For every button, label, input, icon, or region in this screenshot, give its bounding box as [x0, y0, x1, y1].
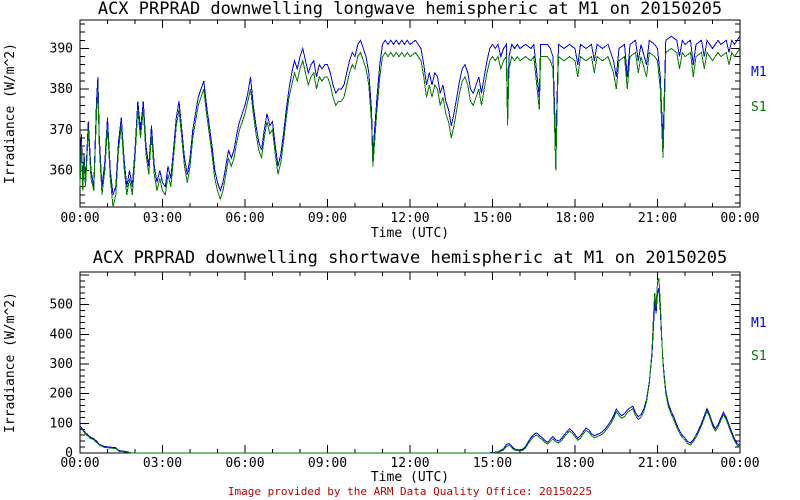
- shortwave-plot-svg: 00:00 03:00 06:00 09:00 12:00 15:00 18:00 21:00…: [3, 248, 767, 485]
- x-tick-label: 06:00: [225, 211, 264, 226]
- longwave-chart: 00:00 03:00 06:00 09:00 12:00 15:00 18:00 21:00…: [0, 0, 800, 248]
- y-axis-label: Irradiance (W/m^2): [3, 43, 18, 184]
- x-tick-label: 00:00: [720, 211, 759, 226]
- x-tick-label: 03:00: [143, 211, 182, 226]
- legend-m1-label: M1: [751, 316, 767, 331]
- x-tick-label: 09:00: [308, 456, 347, 471]
- x-tick-label: 00:00: [720, 456, 759, 471]
- y-axis-label: Irradiance (W/m^2): [3, 292, 18, 433]
- chart-title: ACX PRPRAD downwelling longwave hemisphe…: [98, 0, 722, 19]
- series-m1-line: [79, 288, 741, 454]
- y-tick-label: 0: [65, 446, 73, 461]
- x-tick-label: 03:00: [143, 456, 182, 471]
- x-tick-label: 18:00: [555, 456, 594, 471]
- x-axis-label: Time (UTC): [371, 226, 449, 241]
- x-tick-label: 15:00: [473, 456, 512, 471]
- y-tick-label: 100: [50, 416, 73, 431]
- series-s1-line: [79, 277, 741, 454]
- series-m1-line: [79, 35, 741, 195]
- series-s1-line: [79, 47, 741, 208]
- legend-s1-label: S1: [751, 349, 767, 364]
- y-tick-label: 370: [50, 123, 73, 138]
- x-tick-label: 12:00: [390, 456, 429, 471]
- x-tick-label: 21:00: [638, 211, 677, 226]
- x-tick-label: 15:00: [473, 211, 512, 226]
- chart-title: ACX PRPRAD downwelling shortwave hemisph…: [93, 248, 728, 268]
- x-tick-label: 12:00: [390, 211, 429, 226]
- y-tick-label: 400: [50, 327, 73, 342]
- legend-s1-label: S1: [751, 100, 767, 115]
- shortwave-chart: 00:00 03:00 06:00 09:00 12:00 15:00 18:00 21:00…: [0, 248, 800, 500]
- y-tick-label: 300: [50, 357, 73, 372]
- longwave-plot-svg: 00:00 03:00 06:00 09:00 12:00 15:00 18:00 21:00…: [3, 0, 767, 241]
- footer-credit: Image provided by the ARM Data Quality O…: [227, 485, 593, 498]
- y-tick-label: 200: [50, 387, 73, 402]
- y-tick-label: 390: [50, 41, 73, 56]
- y-tick-label: 360: [50, 163, 73, 178]
- x-tick-label: 18:00: [555, 211, 594, 226]
- x-axis-label: Time (UTC): [371, 470, 449, 485]
- x-tick-label: 21:00: [638, 456, 677, 471]
- plot-frame: [79, 271, 741, 454]
- x-tick-label: 00:00: [60, 211, 99, 226]
- x-tick-label: 06:00: [225, 456, 264, 471]
- y-tick-label: 380: [50, 82, 73, 97]
- x-tick-label: 00:00: [60, 456, 99, 471]
- y-tick-label: 500: [50, 298, 73, 313]
- legend-m1-label: M1: [751, 65, 767, 80]
- x-tick-label: 09:00: [308, 211, 347, 226]
